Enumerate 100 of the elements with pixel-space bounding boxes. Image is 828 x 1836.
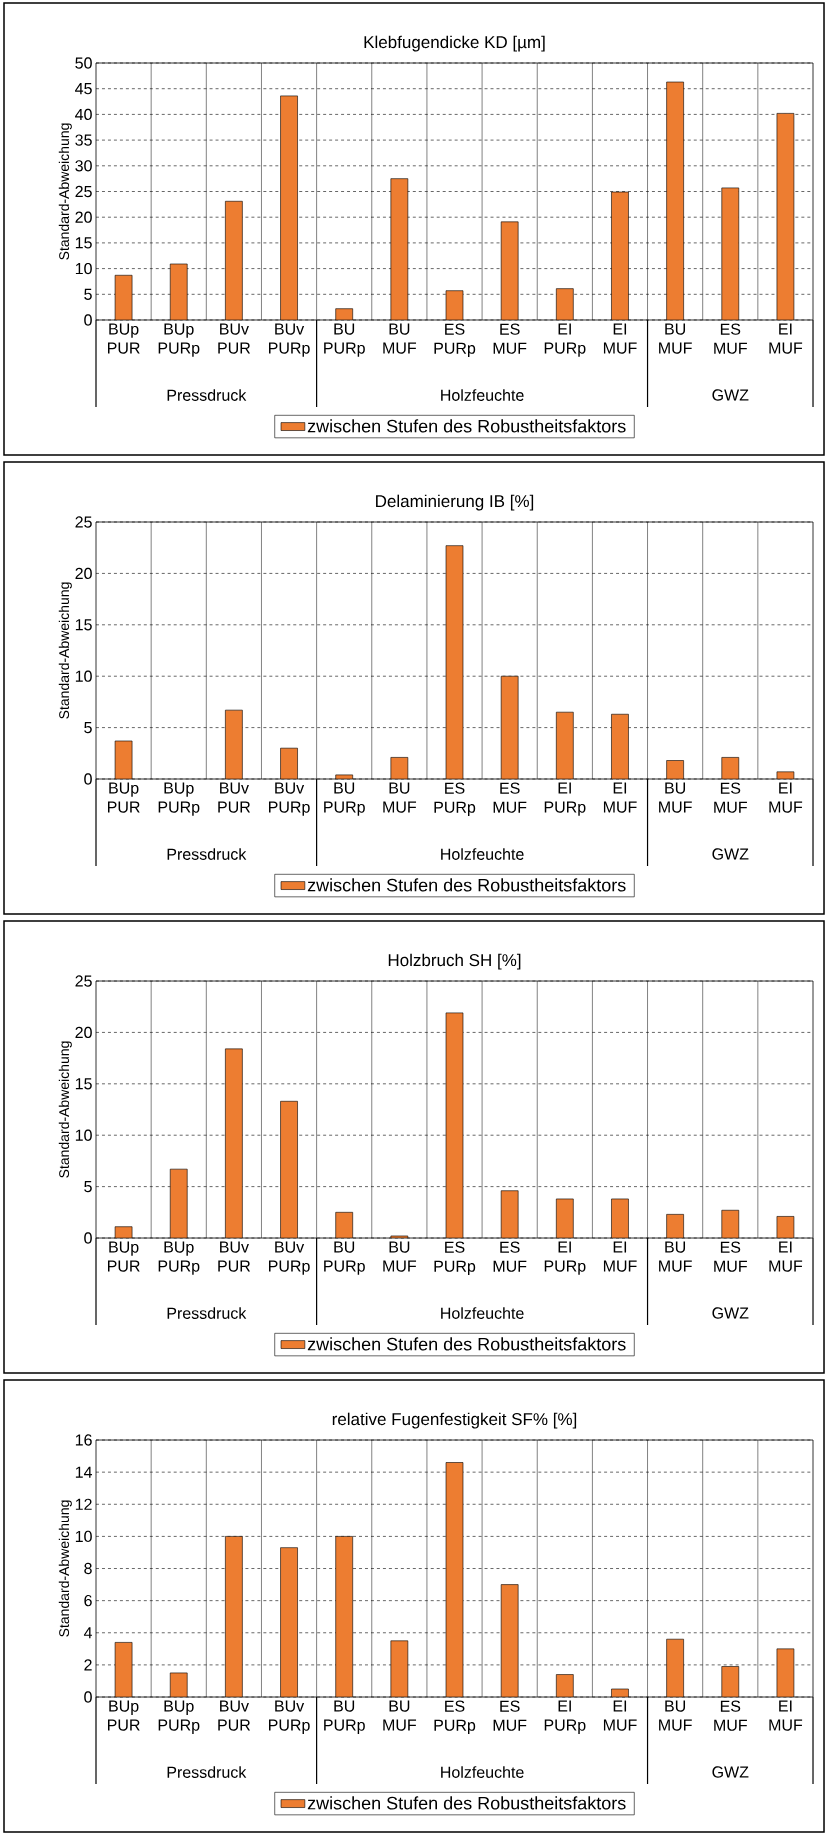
x-tick-label: BU MUF [383,1700,417,1731]
x-tick-label: BU MUF [659,323,692,354]
x-tick-label: BUv PUR [218,323,251,354]
legend-label: zwischen Stufen des Robustheitsfaktors [307,1337,626,1351]
y-tick-label: 25 [75,975,92,987]
y-tick-label: 25 [75,185,92,198]
y-tick-label: 14 [75,1466,93,1478]
chart-title: relative Fugenfestigkeit SF% [%] [332,1412,577,1429]
x-tick-label: BUv PURp [269,1700,310,1734]
y-axis-title: Standard-Abweichung [58,1500,72,1637]
x-tick-label: BU PURp [324,1241,365,1275]
x-tick-label: EI PURp [544,782,586,816]
y-tick-label: 50 [75,57,92,69]
y-tick-label: 10 [75,1129,92,1141]
x-tick-label: BU PURp [324,782,365,816]
x-tick-label: BU MUF [659,1241,692,1272]
y-tick-label: 5 [84,288,92,300]
x-tick-label: EI PURp [544,1241,586,1275]
x-tick-label: EI PURp [544,323,586,357]
y-tick-label: 40 [75,108,92,121]
y-tick-label: 20 [75,567,92,580]
y-tick-label: 45 [75,83,92,95]
x-tick-label: EI MUF [769,323,803,354]
x-tick-label: BU MUF [383,782,417,813]
text: Holzfeuchte [441,389,524,401]
x-tick-label: ES MUF [493,782,527,813]
text: Holzfeuchte [441,1307,524,1319]
y-tick-label: 20 [75,1026,92,1039]
x-tick-label: BUp PUR [108,1700,140,1731]
x-tick-label: ES PURp [434,1241,476,1276]
y-tick-label: 8 [84,1562,92,1575]
x-tick-label: EI MUF [603,1241,637,1272]
x-tick-label: EI MUF [603,782,637,813]
x-tick-label: ES MUF [493,323,527,354]
x-tick-label: BU MUF [383,1241,417,1272]
x-tick-label: BUv PUR [218,1241,251,1272]
y-tick-label: 10 [75,262,92,275]
x-tick-label: ES PURp [434,1700,476,1735]
x-tick-label: BUp PURp [158,1700,200,1734]
y-tick-label: 0 [84,1232,92,1244]
text: Holzfeuchte [441,1766,524,1778]
x-tick-label: BUv PURp [269,323,310,357]
y-tick-label: 16 [75,1434,92,1446]
text: Pressdruck [167,1766,247,1778]
y-tick-label: 0 [84,314,92,326]
text: Pressdruck [167,1307,247,1319]
x-tick-label: BU PURp [324,1700,365,1734]
text: GWZ [712,848,749,860]
x-tick-label: BUp PUR [108,323,140,354]
y-tick-label: 5 [84,722,92,734]
y-tick-label: 10 [75,1530,92,1543]
x-tick-label: EI MUF [769,1241,803,1272]
y-tick-label: 4 [83,1627,93,1639]
y-tick-label: 20 [75,211,92,223]
x-tick-label: BUp PUR [108,782,140,813]
x-tick-label: BUp PURp [158,782,200,816]
y-tick-label: 25 [75,516,92,528]
x-tick-label: BUv PURp [269,782,310,816]
x-tick-label: BU MUF [659,1700,692,1731]
legend-label: zwischen Stufen des Robustheitsfaktors [307,878,626,892]
x-tick-label: EI MUF [603,323,637,354]
x-tick-label: EI MUF [769,782,803,813]
chart-title: Delaminierung IB [%] [376,494,534,511]
x-tick-label: BUv PUR [218,782,251,813]
x-tick-label: ES MUF [493,1700,527,1731]
y-tick-label: 15 [75,1078,92,1090]
x-tick-label: ES MUF [493,1241,527,1272]
x-tick-label: BUp PURp [158,1241,200,1275]
chart-title: Klebfugendicke KD [µm] [364,35,545,52]
chart-title: Holzbruch SH [%] [388,953,521,970]
text: GWZ [712,1307,749,1319]
text: GWZ [712,1766,749,1778]
x-tick-label: EI PURp [544,1700,586,1734]
x-tick-label: BUp PUR [108,1241,140,1272]
y-tick-label: 35 [75,134,92,146]
y-axis-title: Standard-Abweichung [58,123,72,260]
y-axis-title: Standard-Abweichung [58,582,72,719]
y-tick-label: 30 [75,160,92,172]
y-tick-label: 0 [84,773,92,785]
y-tick-label: 15 [75,619,92,631]
legend-label: zwischen Stufen des Robustheitsfaktors [307,1796,626,1810]
text: Pressdruck [167,389,247,401]
legend-label: zwischen Stufen des Robustheitsfaktors [307,419,626,433]
y-tick-label: 6 [84,1594,92,1607]
text: Pressdruck [167,848,247,860]
x-tick-label: ES MUF [714,782,747,813]
y-tick-label: 5 [84,1181,92,1193]
x-tick-label: ES MUF [714,323,747,354]
text: Holzfeuchte [441,848,524,860]
x-tick-label: ES MUF [714,1700,747,1731]
x-tick-label: EI MUF [603,1700,637,1731]
x-tick-label: BU MUF [659,782,692,813]
x-tick-label: ES PURp [434,782,476,817]
x-tick-label: BUp PURp [158,323,200,357]
text: GWZ [712,389,749,401]
y-tick-label: 2 [84,1659,92,1671]
x-tick-label: BU MUF [383,323,417,354]
x-tick-label: BU PURp [324,323,365,357]
y-axis-title: Standard-Abweichung [58,1041,72,1178]
x-tick-label: ES MUF [714,1241,747,1272]
